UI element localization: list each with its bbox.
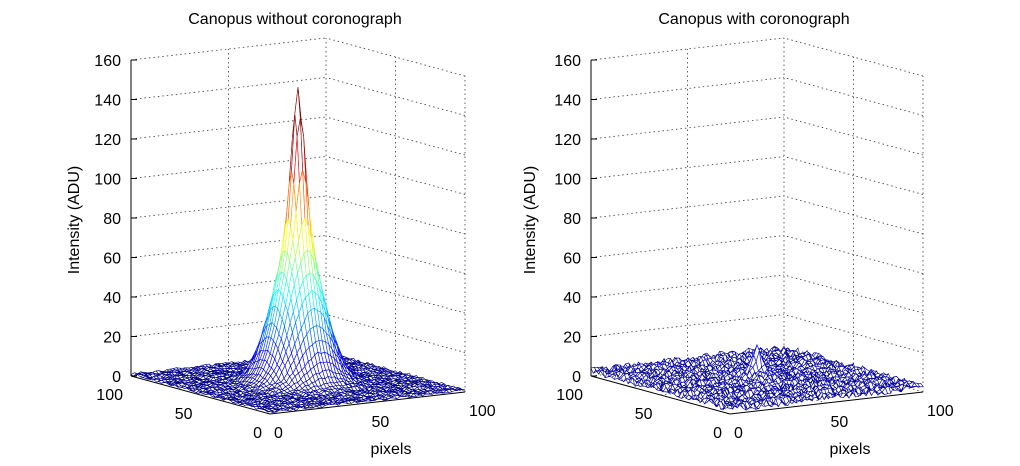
y-tick-label: 50	[175, 406, 193, 423]
grid-line	[783, 314, 924, 353]
z-tick-label: 100	[94, 172, 121, 189]
y-tick-label: 100	[96, 387, 123, 404]
grid-line	[783, 156, 924, 195]
grid-line	[783, 116, 924, 156]
chart-title: Canopus with coronograph	[658, 11, 849, 28]
grid-line	[325, 77, 466, 116]
z-tick-label: 160	[94, 53, 121, 70]
z-axis-label: Intensity (ADU)	[66, 166, 83, 274]
grid-line	[325, 274, 466, 314]
chart-title: Canopus without coronograph	[188, 11, 401, 28]
grid-line	[590, 116, 785, 140]
z-tick-label: 20	[103, 330, 121, 347]
surface-plot	[590, 343, 924, 411]
z-tick-label: 120	[94, 132, 121, 149]
grid-line	[130, 37, 327, 61]
z-tick-label: 60	[103, 251, 121, 268]
grid-line	[130, 156, 327, 179]
grid-line	[130, 235, 327, 258]
z-tick-label: 0	[112, 369, 121, 386]
x-ticks: 0 50 100	[274, 403, 496, 442]
x-axis-label: pixels	[371, 441, 412, 458]
x-tick-label: 50	[372, 414, 390, 431]
z-tick-label: 40	[103, 290, 121, 307]
z-tick-label: 140	[94, 93, 121, 110]
panel-left: Canopus without coronograph 0 20 40 60 80 100…	[66, 11, 496, 458]
grid-line	[130, 195, 327, 219]
grid-line	[783, 274, 924, 314]
surface-plot	[130, 87, 466, 414]
grid-line	[130, 314, 327, 337]
grid-line	[130, 274, 327, 298]
grid-line	[130, 77, 327, 100]
grid-line	[130, 116, 327, 140]
grid-line	[783, 77, 924, 116]
grid-line	[325, 156, 466, 195]
y-tick-label: 0	[253, 425, 262, 442]
x-tick-label: 100	[469, 403, 496, 420]
grid-line	[325, 314, 466, 353]
x-tick-label: 0	[274, 425, 283, 442]
grid-line	[325, 116, 466, 156]
z-tick-label: 80	[103, 211, 121, 228]
panel-right: Canopus with coronograph 020406080100120…	[522, 11, 954, 458]
